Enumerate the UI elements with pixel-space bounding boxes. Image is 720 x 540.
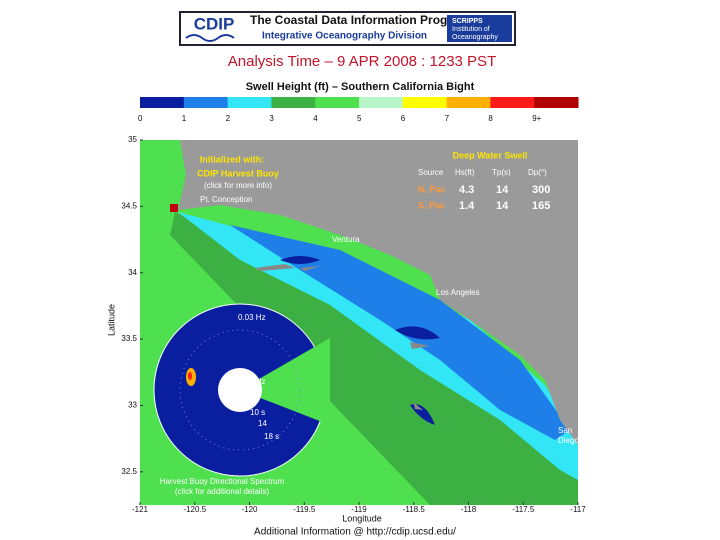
institution: Institution of [452, 26, 490, 33]
colorbar-swatch [227, 97, 272, 108]
institution: Oceanography [452, 34, 498, 41]
place-label: Ventura [332, 235, 360, 244]
subtitle: Swell Height (ft) – Southern California … [246, 81, 475, 93]
x-tick-label: -121 [132, 505, 149, 514]
swell-cell: 300 [532, 184, 550, 196]
colorbar-label: 0 [138, 114, 143, 123]
footer[interactable]: Additional Information @ http://cdip.ucs… [254, 527, 456, 538]
x-tick-label: -119 [351, 505, 367, 514]
spectrum-center [218, 368, 262, 412]
colorbar-swatch [183, 97, 229, 108]
colorbar-swatch [315, 97, 360, 108]
swell-cell: N. Pac [418, 184, 446, 194]
period-label: 10 s [250, 408, 265, 417]
swell-header: Tp(s) [492, 168, 511, 177]
shadow-band [170, 212, 578, 505]
y-tick-label: 32.5 [121, 467, 137, 476]
colorbar: 0 1 2 3 4 5 6 7 8 9+ [138, 97, 579, 123]
period-label: 18 s [264, 432, 279, 441]
swell-cell: 14 [496, 184, 509, 196]
scripps-box [447, 15, 512, 42]
logo-text: CDIP [194, 14, 235, 33]
colorbar-label: 3 [269, 114, 274, 123]
colorbar-label: 6 [401, 114, 406, 123]
x-tick-label: -118 [461, 505, 477, 514]
colorbar-swatch [402, 97, 448, 108]
period-label: 14 [258, 419, 267, 428]
swell-cell: 1.4 [459, 200, 475, 212]
init-heading: Initialized with: [200, 154, 265, 164]
swell-title: Deep Water Swell [453, 150, 528, 160]
spectrum-gap [240, 338, 330, 425]
init-buoy[interactable]: CDIP Harvest Buoy [197, 168, 279, 178]
spectrum-hint[interactable]: (click for additional details) [175, 487, 270, 496]
colorbar-swatch [359, 97, 404, 108]
x-tick-label: -118.5 [403, 505, 426, 514]
swell-cell: S. Pac [418, 200, 445, 210]
ring-label: 0.04Hz [240, 377, 265, 386]
map[interactable]: Initialized with: CDIP Harvest Buoy (cli… [140, 140, 579, 505]
title: Analysis Time – 9 APR 2008 : 1233 PST [228, 53, 496, 70]
colorbar-label: 4 [313, 114, 318, 123]
colorbar-label: 8 [488, 114, 493, 123]
swell-header: Dp(°) [528, 168, 547, 177]
directional-spectrum[interactable] [153, 303, 330, 477]
place-label: San [558, 426, 572, 435]
spectrum-caption: Harvest Buoy Directional Spectrum [160, 477, 285, 486]
ring-label: 0.03 Hz [238, 313, 266, 322]
init-hint[interactable]: (click for more info) [204, 181, 272, 190]
y-axis-label: Latitude [106, 304, 116, 336]
x-tick-label: -119.5 [293, 505, 316, 514]
y-tick-label: 34.5 [121, 201, 137, 210]
spectrum-peak [188, 372, 192, 380]
axes: -121 -120.5 -120 -119.5 -119 -118.5 -118 -117.5… [121, 135, 586, 514]
x-tick-label: -120 [241, 505, 258, 514]
colorbar-swatch [446, 97, 491, 108]
x-axis-label: Longitude [342, 513, 382, 523]
colorbar-label: 7 [445, 114, 450, 123]
colorbar-label: 1 [182, 114, 187, 123]
swell-table: Source Hs(ft) Tp(s) Dp(°) N. Pac 4.3 14 300 S. P… [418, 168, 550, 212]
colorbar-label: 9+ [532, 114, 541, 123]
swell-header: Hs(ft) [455, 168, 475, 177]
logo[interactable]: CDIP The Coastal Data Information Progra… [179, 11, 516, 46]
spectrum-ring [179, 329, 301, 451]
swell-cell: 4.3 [459, 184, 474, 196]
swell-zone [178, 212, 578, 480]
land [178, 140, 578, 445]
colorbar-swatch [271, 97, 316, 108]
island-shadow [280, 256, 440, 425]
y-tick-label: 35 [128, 135, 137, 144]
swell-header: Source [418, 168, 444, 177]
division-name: Integrative Oceanography Division [262, 31, 427, 42]
x-tick-label: -117 [570, 505, 586, 514]
swell-cell: 165 [532, 200, 550, 212]
colorbar-swatch [534, 97, 579, 108]
institution: SCRIPPS [452, 18, 483, 25]
place-label: Pt. Conception [200, 195, 252, 204]
program-name: The Coastal Data Information Program [250, 13, 469, 27]
y-tick-label: 33 [128, 401, 137, 410]
swell-cell: 14 [496, 200, 509, 212]
colorbar-swatch [140, 97, 185, 108]
buoy[interactable] [170, 204, 178, 212]
place-label: Los Angeles [436, 288, 480, 297]
colorbar-swatch [490, 97, 535, 108]
logo-wave [185, 34, 235, 42]
x-tick-label: -120.5 [183, 505, 206, 514]
y-tick-label: 34 [128, 268, 137, 277]
y-tick-label: 33.5 [121, 334, 137, 343]
x-tick-label: -117.5 [512, 505, 535, 514]
place-label: Diego [558, 436, 579, 445]
colorbar-label: 5 [357, 114, 362, 123]
colorbar-label: 2 [226, 114, 231, 123]
